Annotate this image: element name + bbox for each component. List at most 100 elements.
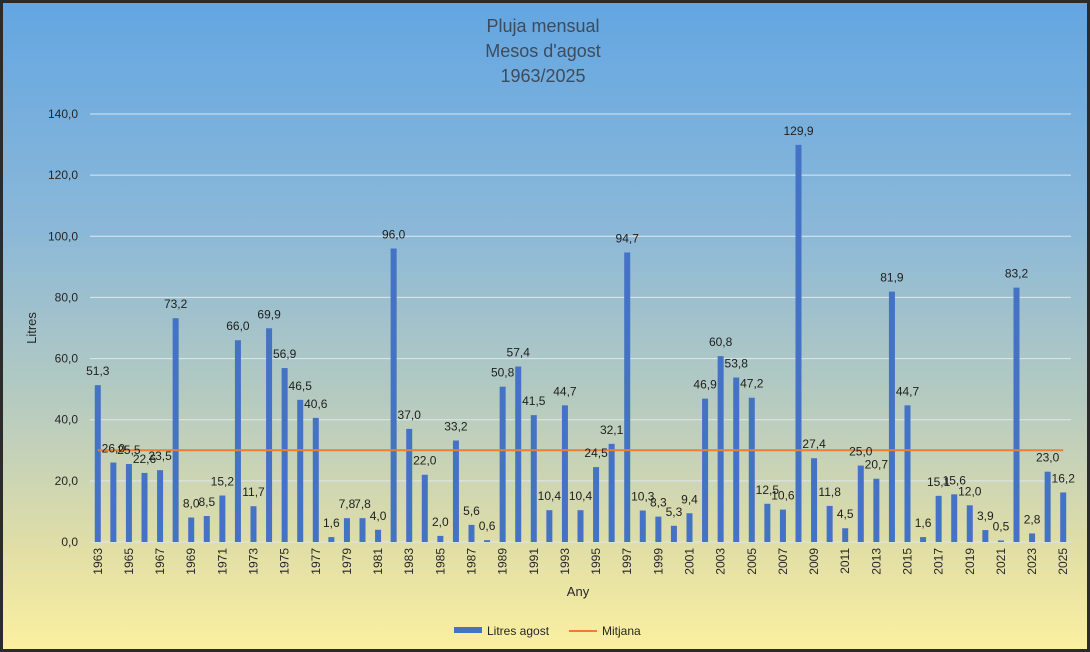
- y-tick-label: 80,0: [55, 290, 79, 304]
- bar-1992: [546, 510, 553, 542]
- data-label-1988: 0,6: [479, 519, 496, 533]
- data-label-2005: 47,2: [740, 377, 764, 391]
- data-label-2000: 5,3: [666, 505, 683, 519]
- data-label-2014: 81,9: [880, 271, 904, 285]
- y-axis-title: Litres: [24, 312, 39, 344]
- bar-1968: [172, 318, 179, 542]
- data-label-2021: 0,5: [993, 519, 1010, 533]
- x-tick-label: 1971: [215, 548, 229, 575]
- bar-2001: [686, 513, 693, 542]
- bar-series: [94, 144, 1067, 542]
- bar-2009: [811, 458, 818, 542]
- y-tick-label: 0,0: [61, 535, 78, 549]
- bar-1986: [452, 440, 459, 542]
- bar-1999: [655, 516, 662, 542]
- data-label-2019: 12,0: [958, 484, 982, 498]
- bar-1996: [608, 443, 615, 542]
- bar-2000: [670, 525, 677, 542]
- x-tick-label: 1965: [122, 548, 136, 575]
- data-label-2025: 16,2: [1052, 471, 1076, 485]
- bar-1995: [593, 467, 600, 542]
- y-tick-label: 40,0: [55, 413, 79, 427]
- bar-1977: [312, 417, 319, 542]
- data-label-2013: 20,7: [865, 458, 889, 472]
- x-tick-label: 2009: [807, 548, 821, 575]
- x-tick-label: 1991: [527, 548, 541, 575]
- bar-1980: [359, 518, 366, 542]
- data-label-1989: 50,8: [491, 366, 515, 380]
- bar-1985: [437, 535, 444, 542]
- x-tick-label: 1979: [340, 548, 354, 575]
- bar-2003: [717, 356, 724, 542]
- data-label-2012: 25,0: [849, 445, 873, 459]
- chart-title-line-2: Mesos d'agost: [485, 41, 601, 61]
- chart-title-line-1: Pluja mensual: [486, 16, 599, 36]
- bar-1998: [639, 510, 646, 542]
- y-tick-label: 60,0: [55, 352, 79, 366]
- data-label-1998: 10,3: [631, 490, 655, 504]
- bar-1973: [250, 506, 257, 542]
- data-label-2022: 83,2: [1005, 267, 1029, 281]
- bar-1978: [328, 537, 335, 542]
- bar-1991: [530, 415, 537, 542]
- data-label-2004: 53,8: [725, 357, 749, 371]
- data-label-1972: 66,0: [226, 319, 250, 333]
- data-label-1976: 46,5: [289, 379, 313, 393]
- bar-2024: [1044, 471, 1051, 542]
- data-label-1983: 37,0: [398, 408, 422, 422]
- x-tick-label: 1997: [620, 548, 634, 575]
- bar-1964: [110, 462, 117, 542]
- data-label-2018: 15,6: [943, 473, 967, 487]
- data-label-1979: 7,8: [339, 497, 356, 511]
- y-tick-label: 140,0: [48, 107, 78, 121]
- bar-2014: [888, 291, 895, 542]
- data-label-1991: 41,5: [522, 394, 546, 408]
- data-label-1985: 2,0: [432, 515, 449, 529]
- x-tick-label: 2007: [776, 548, 790, 575]
- data-label-1982: 96,0: [382, 228, 406, 242]
- legend-swatch-bars: [454, 627, 482, 633]
- x-tick-label: 2011: [838, 548, 852, 574]
- bar-1970: [203, 516, 210, 542]
- rainfall-chart: Pluja mensual Mesos d'agost 1963/2025 0,…: [24, 16, 1076, 638]
- x-tick-label: 2021: [994, 548, 1008, 575]
- x-tick-label: 2013: [869, 548, 883, 575]
- bar-2021: [997, 540, 1004, 542]
- data-label-1968: 73,2: [164, 297, 188, 311]
- data-label-1964: 26,0: [102, 442, 126, 456]
- x-tick-label: 1985: [433, 548, 447, 575]
- data-label-1970: 8,5: [198, 495, 215, 509]
- data-label-1974: 69,9: [257, 307, 281, 321]
- y-axis-ticks: 0,0 20,0 40,0 60,0 80,0 100,0 120,0 140,0: [48, 107, 78, 549]
- data-label-2010: 11,8: [818, 485, 841, 499]
- bar-2011: [842, 528, 849, 542]
- bar-1969: [188, 517, 195, 542]
- data-label-2017: 15,1: [927, 475, 951, 489]
- x-tick-label: 2019: [963, 548, 977, 575]
- y-tick-label: 120,0: [48, 168, 78, 182]
- data-label-2003: 60,8: [709, 335, 733, 349]
- data-label-2024: 23,0: [1036, 451, 1060, 465]
- data-label-1997: 94,7: [616, 231, 640, 245]
- bar-1982: [390, 248, 397, 542]
- bar-1987: [468, 524, 475, 542]
- x-tick-label: 1999: [651, 548, 665, 575]
- data-label-2006: 12,5: [756, 483, 780, 497]
- x-tick-label: 1967: [153, 548, 167, 575]
- x-tick-label: 1963: [91, 548, 105, 575]
- x-tick-label: 1995: [589, 548, 603, 575]
- x-tick-label: 2023: [1025, 548, 1039, 575]
- bar-2022: [1013, 287, 1020, 542]
- bar-1971: [219, 495, 226, 542]
- bar-2007: [779, 509, 786, 542]
- data-label-1986: 33,2: [444, 420, 468, 434]
- bar-1972: [234, 340, 241, 542]
- data-label-1981: 4,0: [370, 509, 387, 523]
- bar-1989: [499, 386, 506, 542]
- data-label-2015: 44,7: [896, 384, 920, 398]
- data-label-2008: 129,9: [783, 124, 813, 138]
- bar-1993: [561, 405, 568, 542]
- bar-2016: [920, 537, 927, 542]
- bar-1965: [125, 464, 132, 542]
